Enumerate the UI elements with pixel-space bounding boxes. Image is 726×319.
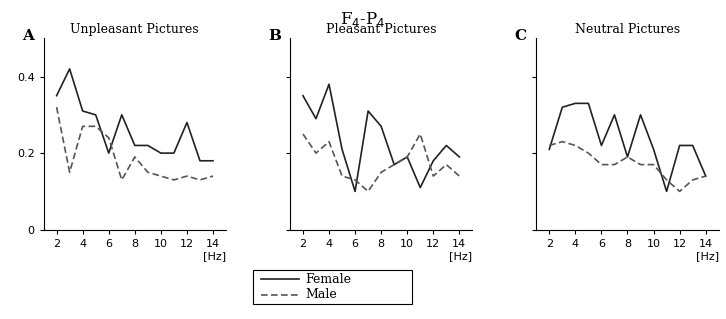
Text: Female: Female [305,273,351,286]
Title: Neutral Pictures: Neutral Pictures [575,23,680,36]
Text: F$_4$-P$_4$: F$_4$-P$_4$ [340,10,386,29]
Title: Pleasant Pictures: Pleasant Pictures [326,23,436,36]
FancyBboxPatch shape [253,270,412,304]
Text: A: A [22,29,33,43]
Text: Male: Male [305,288,337,301]
X-axis label: [Hz]: [Hz] [696,251,719,262]
Text: B: B [268,29,281,43]
X-axis label: [Hz]: [Hz] [203,251,226,262]
Text: C: C [514,29,526,43]
Title: Unpleasant Pictures: Unpleasant Pictures [70,23,199,36]
X-axis label: [Hz]: [Hz] [449,251,473,262]
